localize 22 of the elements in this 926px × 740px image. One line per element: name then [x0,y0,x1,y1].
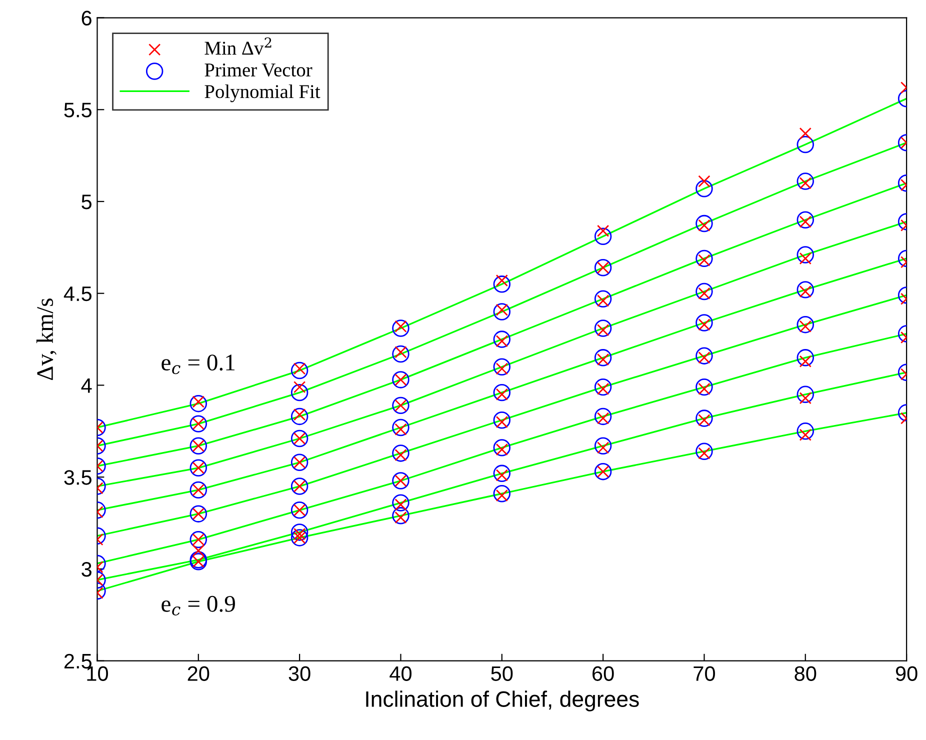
annotation: e$_{c}$ = 0.9 [162,596,235,616]
y-tick-label: 3.5 [64,470,92,485]
x-tick-label: 60 [592,666,614,681]
annotation: e$_{c}$ = 0.1 [162,354,235,374]
x-tick-label: 50 [491,666,513,681]
x-axis-title: Inclination of Chief, degrees [366,690,639,712]
y-tick-label: 5.5 [64,102,92,118]
y-tick-label: 6 [82,10,92,26]
x-tick-label: 70 [694,666,715,681]
x-tick-label: 30 [288,666,310,681]
x-tick-label: 20 [188,666,210,681]
x-tick-label: 90 [896,666,918,681]
legend-label: Primer Vector [204,63,312,77]
x-tick-label: 40 [390,666,412,681]
legend-label: Polynomial Fit [204,84,320,102]
legend-label: Min Δv$^{2}$ [204,37,272,55]
y-axis-title: Δv, km/s [36,298,56,380]
y-tick-label: 3 [82,562,92,577]
x-tick-label: 80 [794,666,816,681]
y-tick-label: 5 [82,194,92,210]
y-tick-label: 4.5 [64,286,92,302]
y-tick-label: 4 [81,378,92,393]
